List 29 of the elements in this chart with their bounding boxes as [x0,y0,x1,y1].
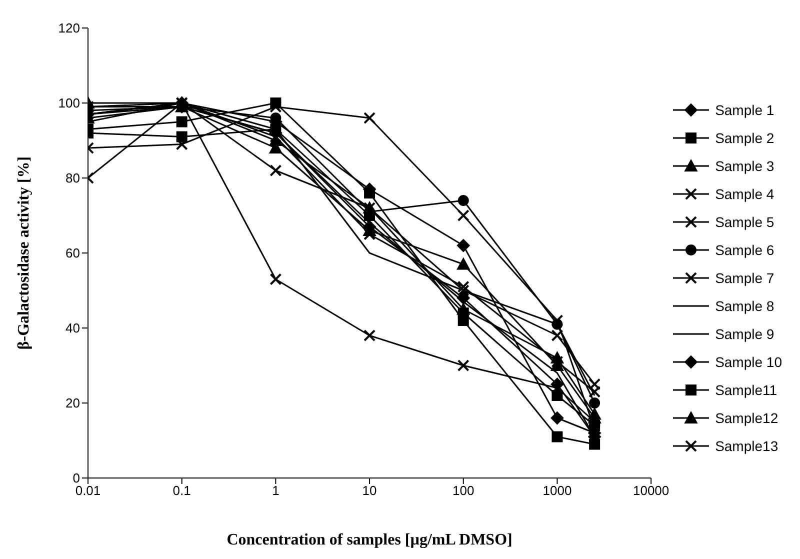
x-tick-label: 10 [362,483,377,498]
legend-label: Sample 8 [715,298,774,314]
x-tick-label: 100 [452,483,474,498]
legend-label: Sample13 [715,438,778,454]
legend-label: Sample12 [715,410,778,426]
y-axis-title: β-Galactosidase activity [%] [16,156,33,350]
legend-label: Sample 4 [715,186,774,202]
x-axis-title: Concentration of samples [µg/mL DMSO] [226,531,512,548]
y-tick-label: 20 [66,396,80,411]
legend-label: Sample11 [715,382,778,398]
x-tick-label: 1 [272,483,280,498]
legend-label: Sample 6 [715,242,774,258]
y-tick-label: 80 [66,170,80,186]
x-tick-label: 1000 [542,483,572,498]
x-tick-label: 0.1 [172,483,191,498]
legend-label: Sample 1 [715,102,774,118]
y-tick-label: 60 [66,246,80,261]
y-tick-label: 40 [66,320,80,336]
legend-label: Sample 5 [715,214,774,230]
legend-label: Sample 7 [715,270,774,286]
legend-label: Sample 10 [715,354,782,370]
legend-label: Sample 3 [715,158,774,174]
legend-label: Sample 9 [715,326,774,342]
x-tick-label: 0.01 [75,483,101,498]
x-tick-label: 10000 [632,483,670,498]
legend-label: Sample 2 [715,130,774,146]
y-tick-label: 120 [58,20,80,36]
y-tick-label: 0 [72,470,80,486]
y-tick-label: 100 [58,96,80,111]
